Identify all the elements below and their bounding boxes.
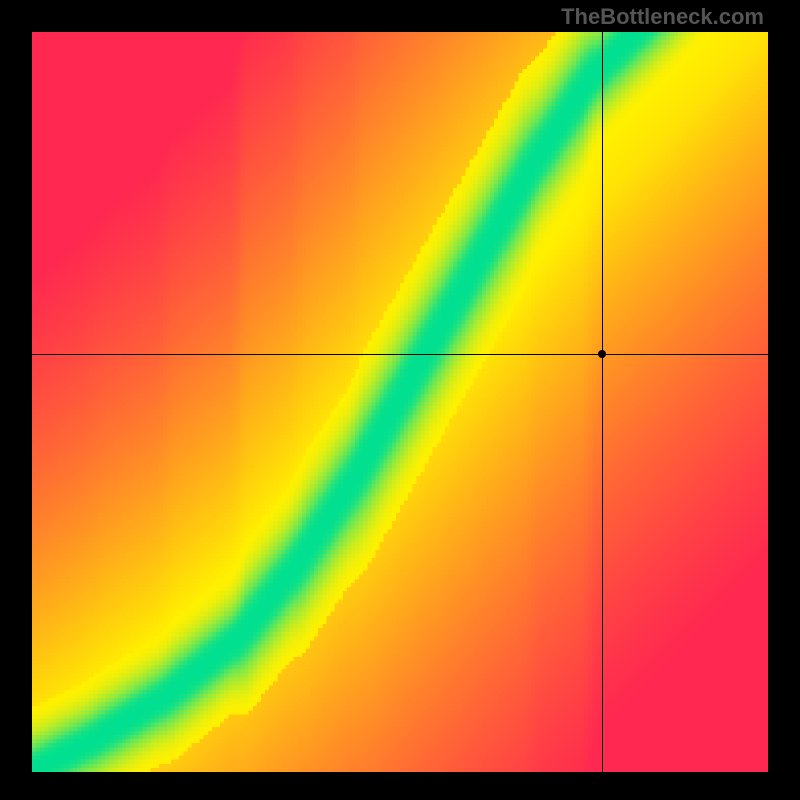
watermark-text: TheBottleneck.com [561, 4, 764, 30]
crosshair-marker [598, 350, 606, 358]
crosshair-vertical [602, 32, 603, 772]
heatmap-canvas [32, 32, 768, 772]
chart-container: TheBottleneck.com [0, 0, 800, 800]
plot-area [32, 32, 768, 772]
crosshair-horizontal [32, 354, 768, 355]
